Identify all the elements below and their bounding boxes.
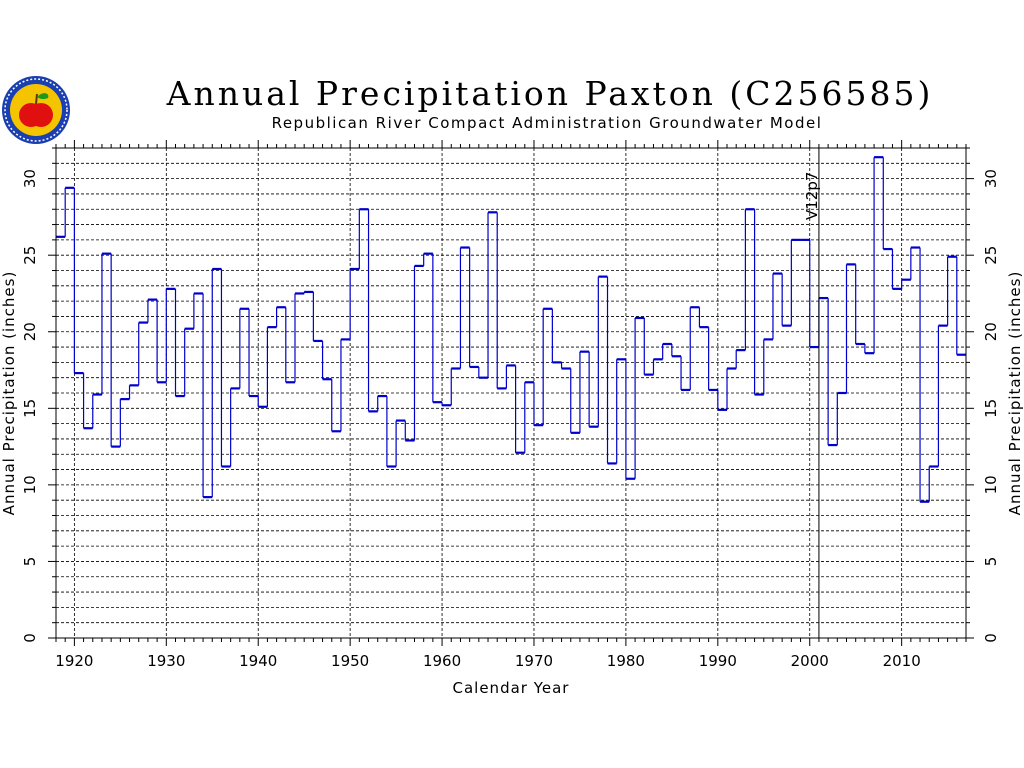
- x-tick-label: 1970: [515, 652, 553, 670]
- chart-subtitle: Republican River Compact Administration …: [271, 114, 823, 132]
- y-tick-label-right: 0: [982, 633, 1000, 643]
- x-tick-label: 1930: [147, 652, 185, 670]
- x-tick-label: 1990: [699, 652, 737, 670]
- marker-label: V12p7: [803, 172, 821, 220]
- y-tick-label-right: 30: [982, 169, 1000, 188]
- y-tick-label-right: 5: [982, 557, 1000, 567]
- seal-lettering-ring: [4, 78, 68, 142]
- x-tick-label: 2000: [791, 652, 829, 670]
- apple-stem: [35, 93, 38, 105]
- x-tick-label: 2010: [883, 652, 921, 670]
- y-tick-label: 25: [21, 246, 39, 265]
- vertical-marker: V12p7: [803, 148, 821, 638]
- grid: [56, 148, 966, 638]
- y-axis-label: Annual Precipitation (inches): [0, 271, 18, 516]
- x-tick-label: 1940: [239, 652, 277, 670]
- tick-labels: 1920 1930 1940 1950 1960 1970 1980 1990 2000 2010…: [21, 169, 1000, 670]
- y-tick-label: 15: [21, 399, 39, 418]
- series-precipitation: [56, 156, 966, 503]
- y-tick-label: 0: [21, 633, 39, 643]
- x-tick-label: 1960: [423, 652, 461, 670]
- x-tick-label: 1950: [331, 652, 369, 670]
- chart-title: Annual Precipitation Paxton (C256585): [166, 74, 934, 113]
- y-tick-label: 20: [21, 322, 39, 341]
- y-tick-label: 10: [21, 475, 39, 494]
- x-tick-label: 1980: [607, 652, 645, 670]
- y-tick-label-right: 25: [982, 246, 1000, 265]
- y-tick-label: 5: [21, 557, 39, 567]
- y-axis-label-right: Annual Precipitation (inches): [1006, 271, 1024, 516]
- x-tick-label: 1920: [55, 652, 93, 670]
- apple-shape-right: [29, 103, 53, 127]
- y-tick-label-right: 20: [982, 322, 1000, 341]
- y-tick-label-right: 10: [982, 475, 1000, 494]
- x-axis-label: Calendar Year: [453, 679, 570, 697]
- apple-leaf: [37, 93, 49, 100]
- y-tick-label: 30: [21, 169, 39, 188]
- y-tick-label-right: 15: [982, 399, 1000, 418]
- axis-ticks: [48, 140, 974, 646]
- apple-seal-icon: [2, 76, 70, 144]
